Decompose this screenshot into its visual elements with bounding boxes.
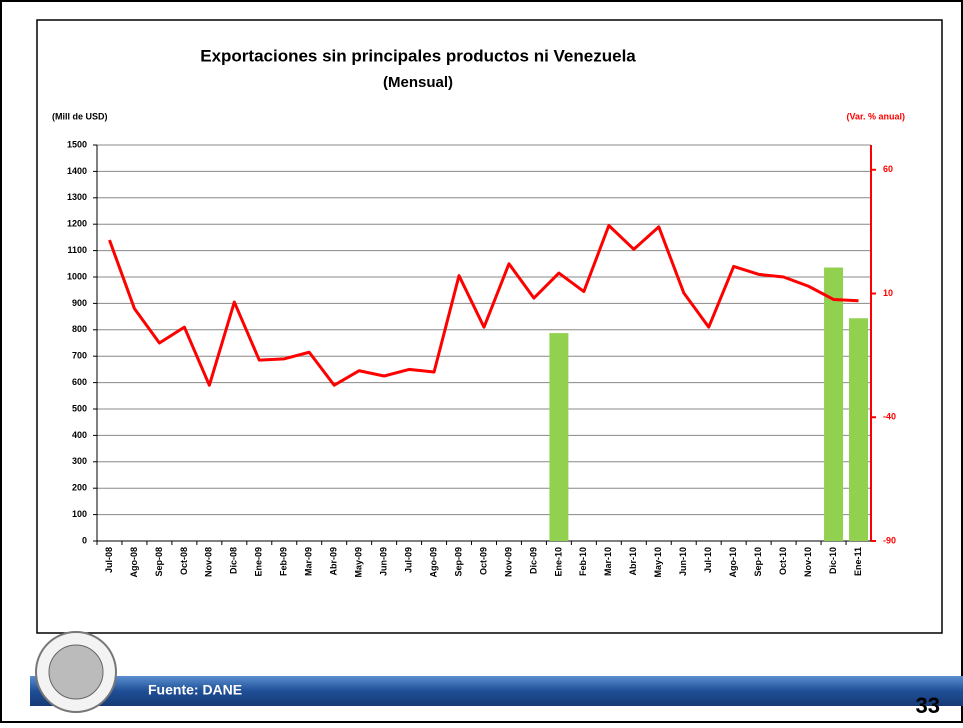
x-tick-label: Ene-10	[553, 547, 563, 577]
x-tick-label: Dic-08	[229, 547, 239, 574]
y-tick-label: 1300	[67, 192, 87, 202]
y-tick-label: 900	[72, 298, 87, 308]
line	[108, 224, 859, 387]
x-tick-label: Oct-09	[478, 547, 488, 575]
x-tick-label: Ene-11	[853, 547, 863, 576]
y-tick-label: 1200	[67, 219, 87, 229]
x-tick-label: Ago-09	[428, 547, 438, 578]
x-tick-label: Ago-08	[129, 547, 139, 578]
x-tick-label: May-10	[653, 547, 663, 578]
x-tick-label: Abr-09	[329, 547, 339, 576]
y-tick-label: 200	[72, 483, 87, 493]
y2-tick-label: 10	[883, 288, 893, 298]
chart-title: Exportaciones sin principales productos …	[200, 46, 636, 65]
page-number: 33	[916, 693, 940, 718]
x-tick-label: Feb-10	[578, 547, 588, 576]
y-tick-label: 800	[72, 324, 87, 334]
x-tick-label: Dic-10	[828, 547, 838, 574]
chart-frame	[36, 19, 943, 634]
x-tick-label: Oct-10	[778, 547, 788, 575]
x-tick-label: Ago-10	[728, 547, 738, 578]
x-tick-label: Sep-08	[154, 547, 164, 577]
x-tick-label: Ene-09	[254, 547, 264, 577]
y-tick-label: 500	[72, 403, 87, 413]
y-axis-label: (Mill de USD)	[52, 111, 108, 121]
x-tick-label: Mar-10	[603, 547, 613, 576]
chart-subtitle: (Mensual)	[383, 74, 453, 91]
y-tick-label: 1400	[67, 166, 87, 176]
y-tick-label: 1500	[67, 139, 87, 149]
y2-tick-label: -40	[883, 412, 896, 422]
x-tick-label: Jun-09	[379, 547, 389, 576]
y-tick-label: 700	[72, 351, 87, 361]
bar	[849, 318, 869, 541]
x-tick-label: Sep-09	[453, 547, 463, 577]
bar	[824, 267, 844, 541]
x-tick-label: Jun-10	[678, 547, 688, 576]
y2-tick-label: -90	[883, 535, 896, 545]
y-tick-label: 1000	[67, 271, 87, 281]
x-tick-label: Mar-09	[304, 547, 314, 576]
x-tick-label: Sep-10	[753, 547, 763, 577]
bar	[549, 333, 569, 541]
x-tick-label: Jul-09	[403, 547, 413, 573]
y-tick-label: 100	[72, 509, 87, 519]
y-tick-label: 0	[82, 535, 87, 545]
x-tick-label: Jul-10	[703, 547, 713, 573]
y-tick-label: 300	[72, 456, 87, 466]
x-tick-label: Abr-10	[628, 547, 638, 576]
x-tick-label: Feb-09	[279, 547, 289, 576]
x-tick-label: Nov-10	[803, 547, 813, 577]
logo	[35, 631, 117, 713]
x-tick-label: Nov-09	[503, 547, 513, 577]
x-tick-label: Oct-08	[179, 547, 189, 575]
y-tick-label: 400	[72, 430, 87, 440]
y2-tick-label: 60	[883, 164, 893, 174]
x-tick-label: Dic-09	[528, 547, 538, 574]
footer-band	[30, 676, 963, 706]
x-tick-label: Jul-08	[104, 547, 114, 573]
y-tick-label: 600	[72, 377, 87, 387]
y-tick-label: 1100	[67, 245, 87, 255]
source: Fuente: DANE	[148, 682, 242, 698]
x-tick-label: Nov-08	[204, 547, 214, 577]
x-tick-label: May-09	[354, 547, 364, 578]
y2-axis-label: (Var. % anual)	[846, 111, 905, 121]
